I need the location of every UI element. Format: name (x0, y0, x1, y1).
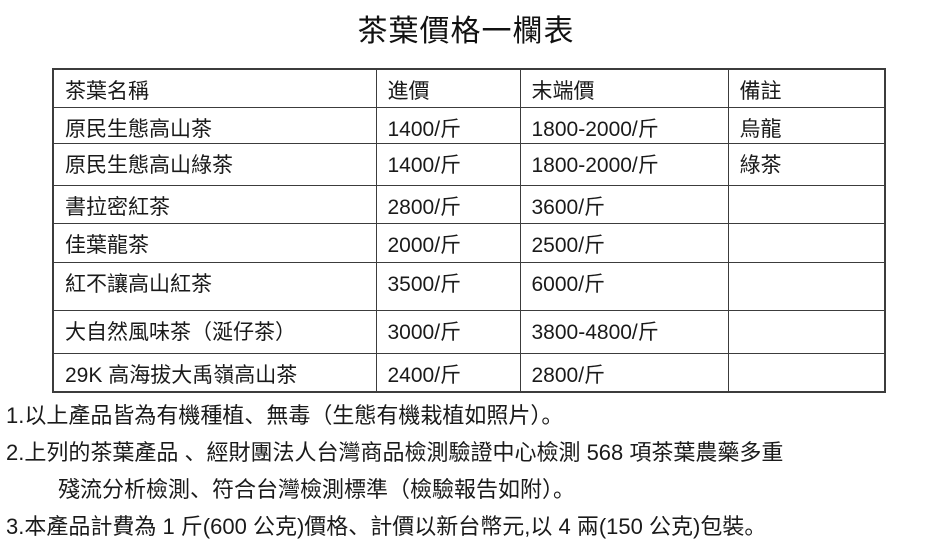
cell-remarks: 烏龍 (727, 106, 886, 144)
table-row: 紅不讓高山紅茶 3500/斤 6000/斤 (52, 261, 886, 311)
table-row: 佳葉龍茶 2000/斤 2500/斤 (52, 222, 886, 263)
cell-remarks (727, 352, 886, 393)
cell-retail-price: 3600/斤 (519, 184, 729, 224)
cell-purchase-price: 2800/斤 (375, 184, 521, 224)
cell-retail-price: 6000/斤 (519, 261, 729, 311)
column-header-purchase-price: 進價 (375, 68, 521, 108)
footnote-2-line-1: 2.上列的茶葉產品 、經財團法人台灣商品檢測驗證中心檢測 568 項茶葉農藥多重 (6, 440, 784, 465)
footnote-3: 3.本產品計費為 1 斤(600 公克)價格、計價以新台幣元,以 4 兩(150… (6, 514, 767, 539)
cell-purchase-price: 2000/斤 (375, 222, 521, 263)
cell-retail-price: 2800/斤 (519, 352, 729, 393)
cell-retail-price: 3800-4800/斤 (519, 309, 729, 354)
column-header-remarks: 備註 (727, 68, 886, 108)
cell-tea-name: 佳葉龍茶 (52, 222, 377, 263)
table-row: 29K 高海拔大禹嶺高山茶 2400/斤 2800/斤 (52, 352, 886, 393)
table-header-row: 茶葉名稱 進價 末端價 備註 (52, 68, 886, 108)
cell-remarks: 綠茶 (727, 142, 886, 186)
cell-tea-name: 原民生態高山綠茶 (52, 142, 377, 186)
cell-retail-price: 1800-2000/斤 (519, 142, 729, 186)
cell-retail-price: 1800-2000/斤 (519, 106, 729, 144)
footnotes: 1.以上產品皆為有機種植、無毒（生態有機栽植如照片）。 2.上列的茶葉產品 、經… (6, 397, 932, 545)
cell-purchase-price: 3500/斤 (375, 261, 521, 311)
cell-tea-name: 書拉密紅茶 (52, 184, 377, 224)
cell-remarks (727, 222, 886, 263)
cell-remarks (727, 309, 886, 354)
cell-purchase-price: 3000/斤 (375, 309, 521, 354)
footnote-1: 1.以上產品皆為有機種植、無毒（生態有機栽植如照片）。 (6, 403, 564, 428)
column-header-tea-name: 茶葉名稱 (52, 68, 377, 108)
cell-purchase-price: 1400/斤 (375, 106, 521, 144)
table-row: 大自然風味茶（涎仔茶） 3000/斤 3800-4800/斤 (52, 309, 886, 354)
table-row: 書拉密紅茶 2800/斤 3600/斤 (52, 184, 886, 224)
cell-remarks (727, 184, 886, 224)
cell-remarks (727, 261, 886, 311)
page-title: 茶葉價格一欄表 (357, 15, 575, 48)
table-row: 原民生態高山綠茶 1400/斤 1800-2000/斤 綠茶 (52, 142, 886, 186)
cell-tea-name: 29K 高海拔大禹嶺高山茶 (52, 352, 377, 393)
tea-price-table: 茶葉名稱 進價 末端價 備註 原民生態高山茶 1400/斤 1800-2000/… (52, 68, 886, 393)
cell-tea-name: 大自然風味茶（涎仔茶） (52, 309, 377, 354)
cell-purchase-price: 1400/斤 (375, 142, 521, 186)
cell-purchase-price: 2400/斤 (375, 352, 521, 393)
table-row: 原民生態高山茶 1400/斤 1800-2000/斤 烏龍 (52, 106, 886, 144)
cell-tea-name: 原民生態高山茶 (52, 106, 377, 144)
cell-tea-name: 紅不讓高山紅茶 (52, 261, 377, 311)
footnote-2-line-2: 殘流分析檢測、符合台灣檢測標準（檢驗報告如附）。 (58, 477, 576, 502)
cell-retail-price: 2500/斤 (519, 222, 729, 263)
column-header-retail-price: 末端價 (519, 68, 729, 108)
